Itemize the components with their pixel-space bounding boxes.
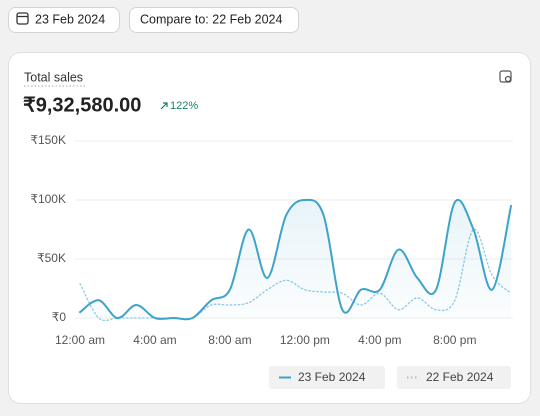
x-tick-label: 12:00 pm [280, 333, 330, 347]
explore-icon[interactable] [499, 70, 512, 83]
area [80, 199, 511, 320]
x-tick-label: 12:00 am [55, 333, 105, 347]
y-tick-label: ₹100K [30, 192, 66, 206]
legend [269, 366, 511, 389]
y-tick-label: ₹50K [37, 251, 66, 265]
x-tick-label: 8:00 am [208, 333, 251, 347]
compare-button[interactable] [129, 7, 299, 33]
legend-label: 22 Feb 2024 [426, 370, 494, 384]
calendar-icon [16, 12, 29, 25]
legend-label: 23 Feb 2024 [298, 370, 366, 384]
date-label: 23 Feb 2024 [35, 12, 105, 26]
x-tick-label: 4:00 pm [358, 333, 401, 347]
line [79, 198, 512, 321]
total: ₹9,32,580.00 [23, 94, 141, 116]
x-tick-label: 4:00 am [133, 333, 176, 347]
legend-box[interactable] [397, 366, 511, 389]
compare-label: Compare to: 22 Feb 2024 [140, 12, 282, 26]
card-title[interactable]: Total sales [24, 70, 83, 84]
y-tick-label: ₹150K [30, 133, 66, 147]
date-button[interactable] [8, 7, 120, 33]
change: 122% [170, 100, 198, 112]
legend-box[interactable] [269, 366, 385, 389]
x-tick-label: 8:00 pm [433, 333, 476, 347]
up-arrow [160, 102, 168, 110]
y-tick-label: ₹0 [52, 310, 67, 324]
